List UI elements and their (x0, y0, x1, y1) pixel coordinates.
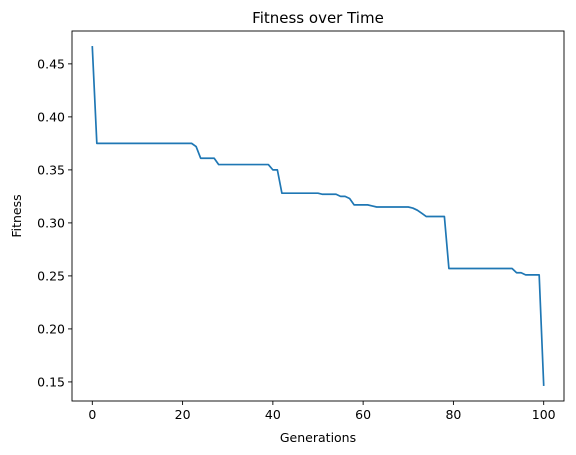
y-tick-label: 0.45 (37, 56, 65, 71)
x-tick-label: 40 (265, 407, 281, 422)
x-tick-label: 80 (445, 407, 461, 422)
y-axis: 0.15 0.20 0.25 0.30 0.35 0.40 0.45 (37, 56, 72, 389)
x-tick-label: 100 (532, 407, 556, 422)
y-tick-label: 0.30 (37, 215, 65, 230)
y-tick-label: 0.40 (37, 109, 65, 124)
x-tick-label: 0 (88, 407, 96, 422)
series-line-fitness (91, 46, 545, 386)
y-tick-label: 0.20 (37, 321, 65, 336)
y-tick-label: 0.15 (37, 374, 65, 389)
plot-area (91, 46, 545, 386)
y-tick-label: 0.35 (37, 162, 65, 177)
axes-frame (71, 30, 565, 402)
y-tick-label: 0.25 (37, 268, 65, 283)
x-tick-label: 20 (175, 407, 191, 422)
x-axis-label: Generations (280, 430, 356, 445)
x-tick-label: 60 (355, 407, 371, 422)
y-axis-label: Fitness (9, 194, 24, 237)
chart-title: Fitness over Time (252, 9, 384, 27)
x-axis: 0 20 40 60 80 100 (88, 401, 556, 422)
